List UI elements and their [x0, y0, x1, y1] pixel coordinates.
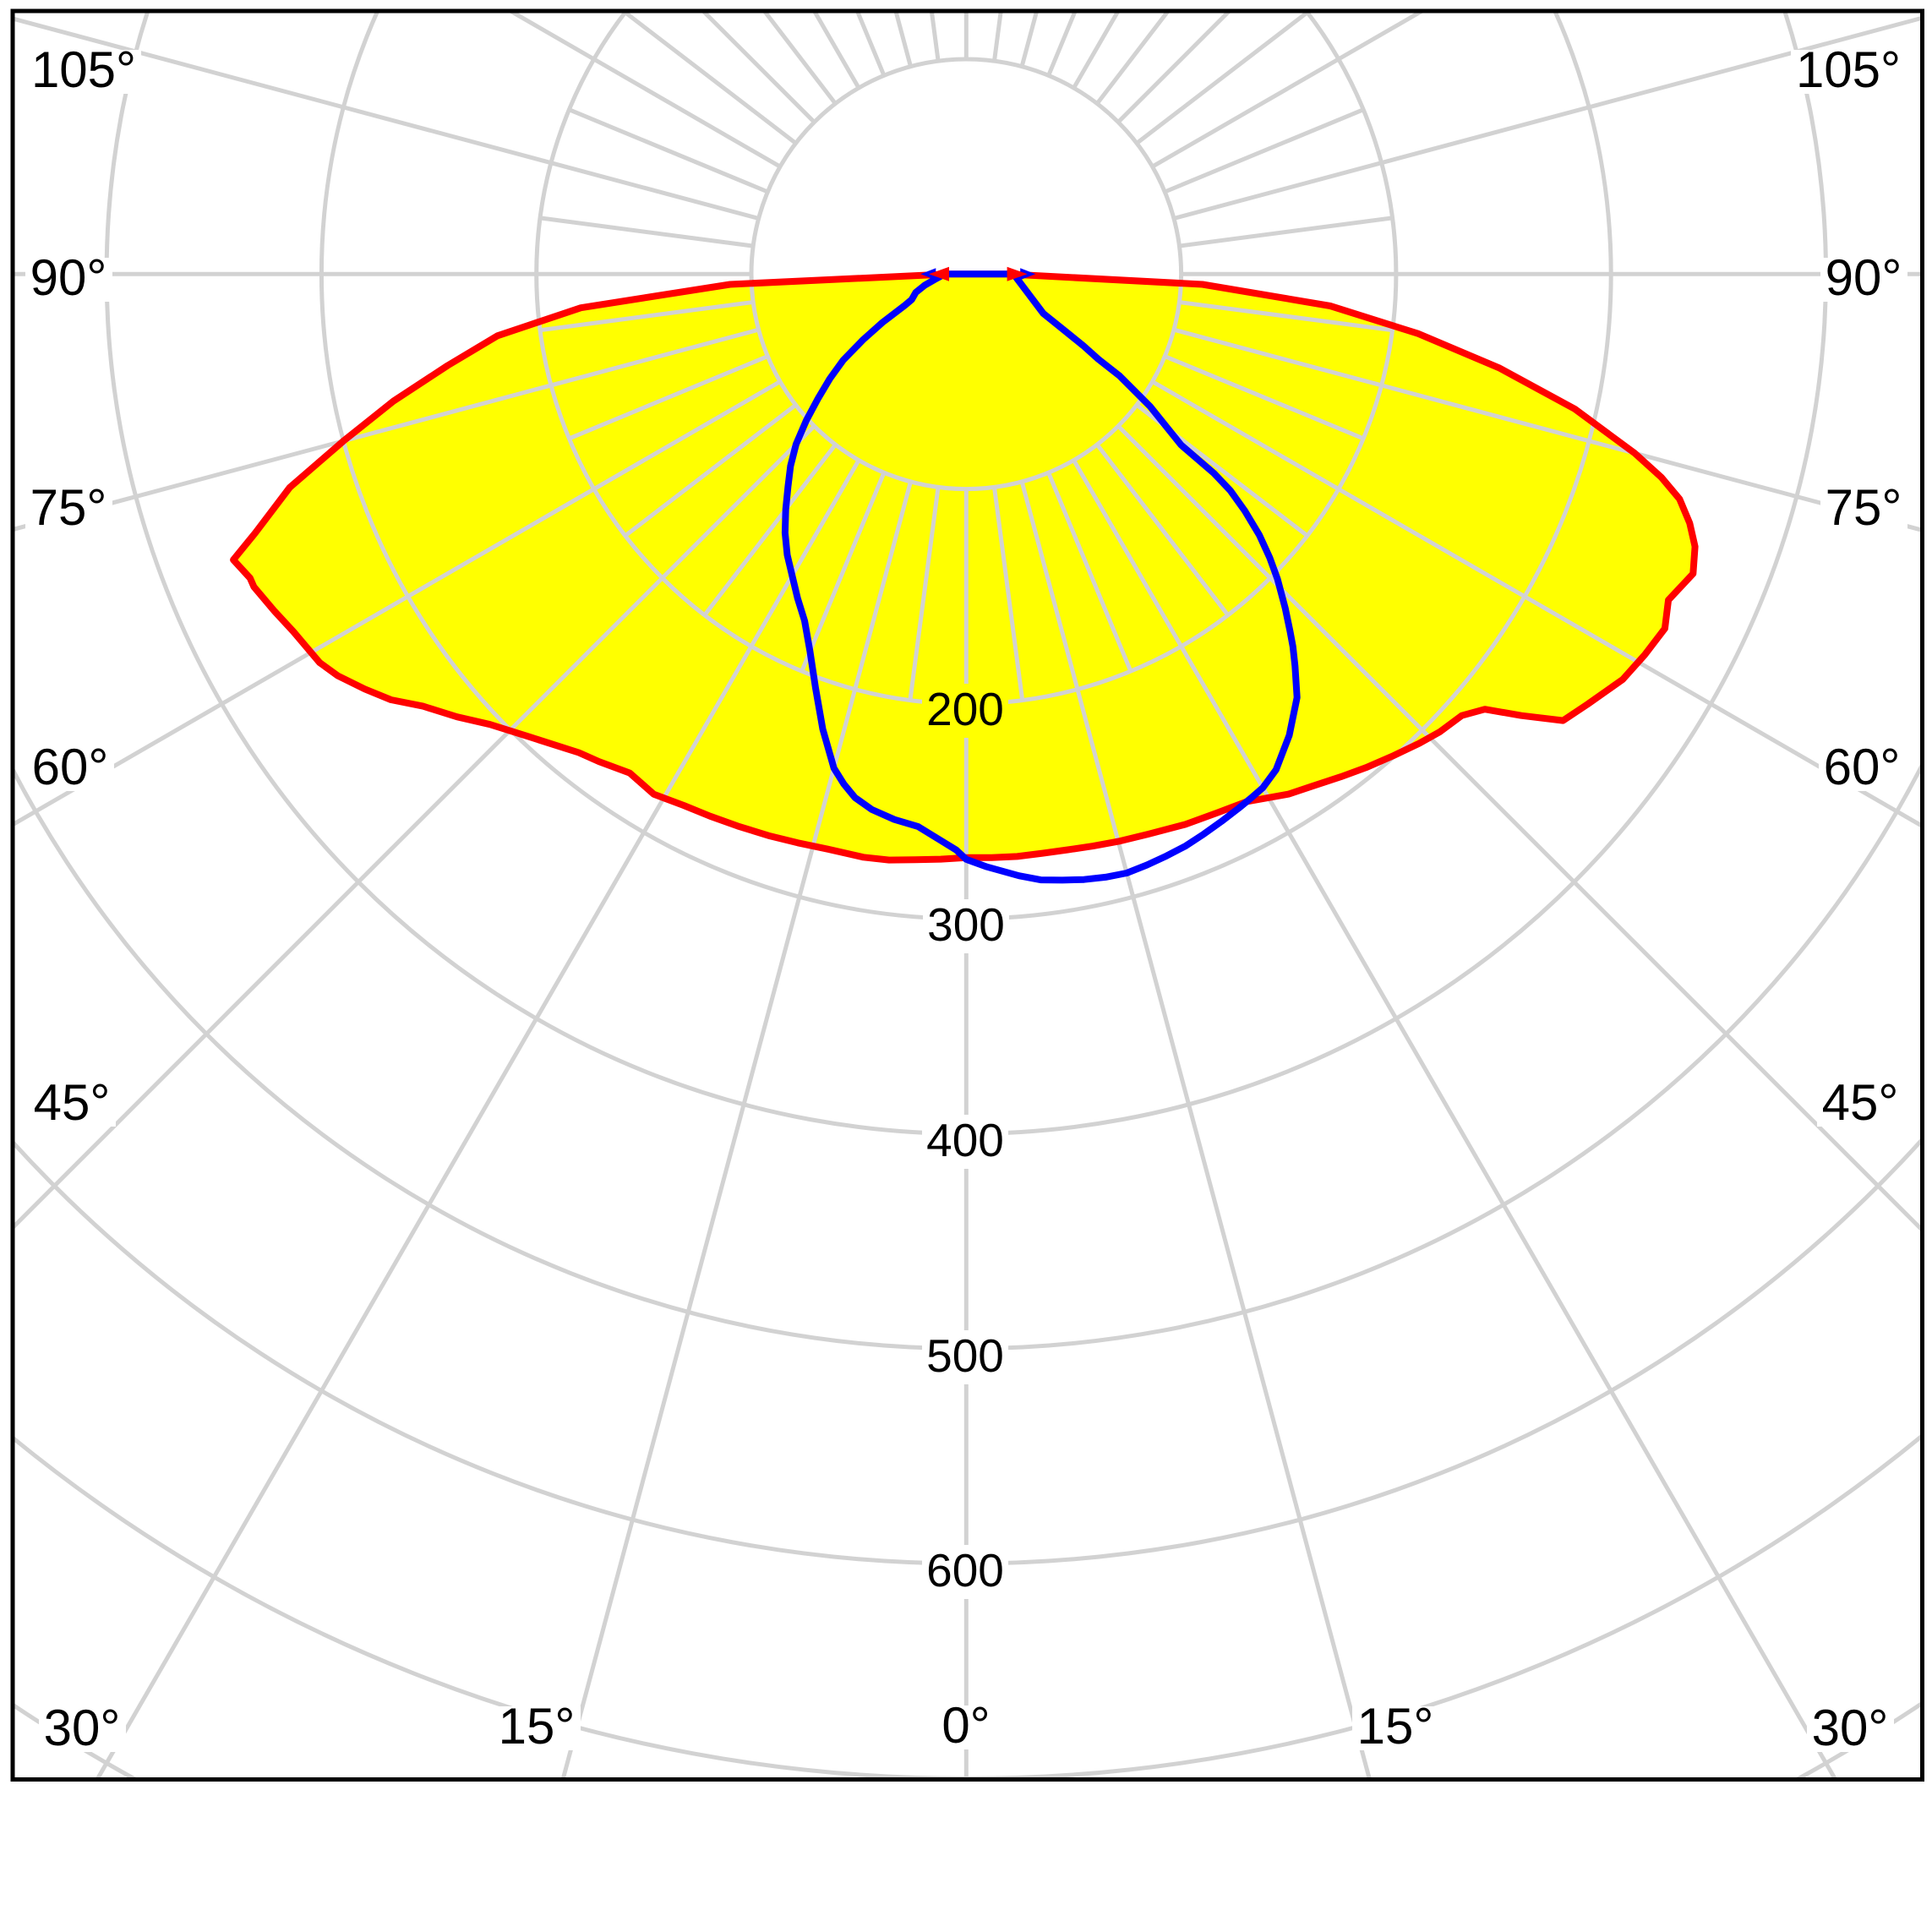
svg-text:300: 300: [927, 898, 1005, 951]
svg-text:45°: 45°: [1822, 1074, 1899, 1131]
svg-text:60°: 60°: [1824, 739, 1901, 795]
svg-text:75°: 75°: [30, 479, 107, 536]
svg-text:15°: 15°: [1357, 1698, 1434, 1755]
svg-text:15°: 15°: [499, 1698, 576, 1755]
svg-text:0°: 0°: [941, 1697, 990, 1754]
svg-text:105°: 105°: [31, 41, 136, 98]
svg-text:60°: 60°: [32, 739, 109, 795]
svg-text:30°: 30°: [1812, 1700, 1889, 1756]
svg-text:30°: 30°: [44, 1700, 121, 1756]
svg-text:75°: 75°: [1826, 479, 1902, 536]
svg-text:45°: 45°: [34, 1074, 111, 1131]
svg-text:500: 500: [926, 1329, 1004, 1382]
svg-text:105°: 105°: [1796, 41, 1901, 98]
svg-text:400: 400: [926, 1114, 1004, 1166]
svg-text:90°: 90°: [30, 249, 107, 306]
svg-text:600: 600: [926, 1544, 1004, 1596]
svg-text:90°: 90°: [1826, 249, 1902, 306]
svg-text:200: 200: [926, 683, 1004, 735]
